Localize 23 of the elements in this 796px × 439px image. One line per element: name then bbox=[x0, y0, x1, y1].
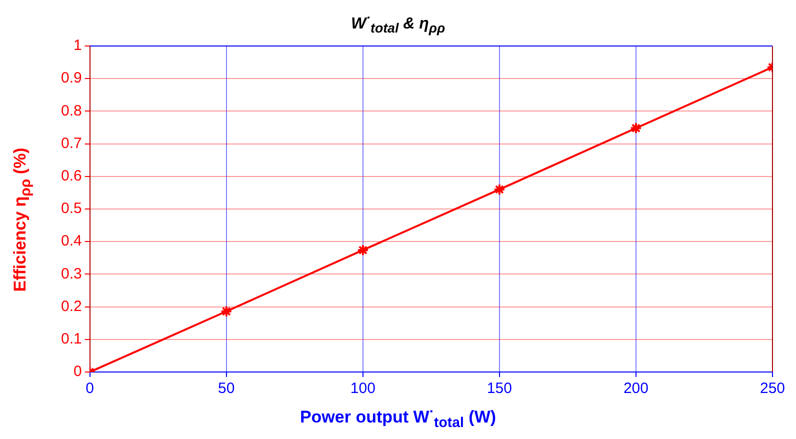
x-tick-label: 100 bbox=[350, 380, 376, 398]
point bbox=[220, 305, 232, 318]
x-axis-title: Power output W$^{·}$$_{total}$ (W) bbox=[298, 404, 498, 431]
point bbox=[630, 122, 642, 134]
x-tick-label: 50 bbox=[218, 380, 235, 398]
y-tick-label: 0.7 bbox=[60, 134, 82, 152]
x-tick-label: 250 bbox=[760, 380, 785, 398]
x-tick-label: 150 bbox=[486, 380, 512, 398]
y-tick-label: 0 bbox=[74, 363, 82, 380]
y-tick-label: 1 bbox=[74, 37, 82, 54]
y-tick-label: 0.9 bbox=[60, 70, 82, 87]
y-tick-label: 0.5 bbox=[60, 200, 82, 218]
x-tick-label: 200 bbox=[623, 380, 648, 398]
y-tick-label: 0.2 bbox=[60, 298, 82, 315]
y-tick-label: 0.6 bbox=[60, 168, 82, 185]
point bbox=[356, 244, 369, 256]
y-tick-label: 0.1 bbox=[60, 330, 82, 348]
y-tick-label: 0.8 bbox=[60, 102, 82, 120]
chart-title: W$^{·}$$_{total}$ & η$_{ρρ}$ bbox=[350, 10, 446, 36]
y-tick-label: 0.4 bbox=[60, 232, 82, 250]
point bbox=[493, 183, 506, 196]
x-tick-label: 0 bbox=[86, 380, 94, 398]
y-tick-label: 0.3 bbox=[60, 265, 82, 282]
